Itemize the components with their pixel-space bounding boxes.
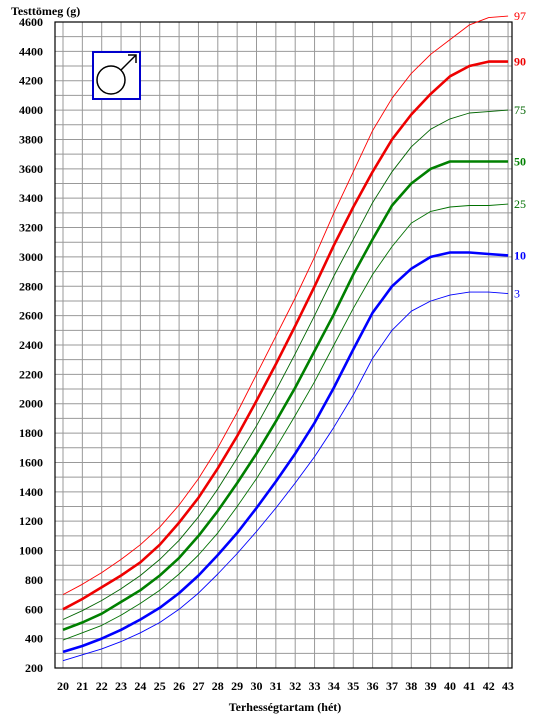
- x-tick-label: 41: [463, 679, 475, 693]
- x-axis-title: Terhességtartam (hét): [229, 700, 342, 714]
- x-tick-label: 39: [425, 679, 437, 693]
- x-tick-label: 34: [328, 679, 340, 693]
- series-line-p90: [62, 60, 509, 611]
- y-tick-label: 2400: [19, 338, 43, 352]
- x-tick-label: 42: [483, 679, 495, 693]
- x-tick-label: 23: [115, 679, 127, 693]
- x-tick-label: 38: [405, 679, 417, 693]
- y-tick-label: 2600: [19, 309, 43, 323]
- y-tick-label: 400: [25, 632, 43, 646]
- x-tick-label: 26: [173, 679, 185, 693]
- x-tick-label: 32: [289, 679, 301, 693]
- x-tick-label: 21: [76, 679, 88, 693]
- series-line-p25: [62, 203, 509, 641]
- series-label-p3: 3: [514, 287, 520, 301]
- y-tick-label: 1800: [19, 426, 43, 440]
- series-label-p50: 50: [514, 154, 526, 168]
- x-tick-label: 37: [386, 679, 398, 693]
- male-icon-arrow-shaft: [120, 54, 137, 71]
- y-tick-label: 4000: [19, 103, 43, 117]
- y-tick-label: 4200: [19, 74, 43, 88]
- plot-border: [54, 21, 513, 669]
- y-axis-title: Testtömeg (g): [11, 4, 80, 18]
- y-tick-label: 3800: [19, 132, 43, 146]
- y-tick-label: 2000: [19, 397, 43, 411]
- male-icon-arrow-head: [128, 54, 137, 63]
- y-tick-label: 3000: [19, 250, 43, 264]
- y-tick-label: 1600: [19, 455, 43, 469]
- y-tick-label: 1000: [19, 544, 43, 558]
- x-tick-label: 40: [444, 679, 456, 693]
- x-tick-label: 27: [192, 679, 204, 693]
- x-tick-label: 28: [212, 679, 224, 693]
- series-label-p97: 97: [514, 9, 526, 23]
- y-tick-label: 600: [25, 602, 43, 616]
- male-symbol-icon: [92, 51, 141, 100]
- x-tick-label: 33: [309, 679, 321, 693]
- x-tick-label: 25: [154, 679, 166, 693]
- y-tick-label: 200: [25, 661, 43, 675]
- series-line-p10: [62, 251, 509, 654]
- x-tick-label: 22: [96, 679, 108, 693]
- x-tick-label: 24: [134, 679, 146, 693]
- y-tick-label: 1400: [19, 485, 43, 499]
- series-line-p3: [62, 291, 509, 662]
- y-tick-label: 2800: [19, 279, 43, 293]
- y-tick-label: 3400: [19, 191, 43, 205]
- series-label-p25: 25: [514, 197, 526, 211]
- series-line-p75: [62, 109, 509, 620]
- series-line-p50: [62, 160, 509, 632]
- x-tick-label: 31: [270, 679, 282, 693]
- y-tick-label: 3200: [19, 221, 43, 235]
- y-tick-label: 3600: [19, 162, 43, 176]
- male-icon-circle: [96, 65, 126, 95]
- axis-ticks: 200 400 600 800 1000 1200 1400 1600 1800 2000 2200…: [19, 15, 514, 693]
- percentile-labels: 97 90 75 50 25 10 3: [514, 9, 526, 300]
- y-tick-label: 4600: [19, 15, 43, 29]
- series-label-p75: 75: [514, 103, 526, 117]
- y-tick-label: 1200: [19, 514, 43, 528]
- x-tick-label: 29: [231, 679, 243, 693]
- x-tick-label: 30: [251, 679, 263, 693]
- x-tick-label: 20: [57, 679, 69, 693]
- x-tick-label: 43: [502, 679, 514, 693]
- series-lines: [62, 15, 509, 662]
- x-tick-label: 35: [347, 679, 359, 693]
- x-tick-label: 36: [367, 679, 379, 693]
- series-line-p97: [62, 15, 509, 595]
- y-tick-label: 2200: [19, 367, 43, 381]
- y-tick-label: 4400: [19, 44, 43, 58]
- grid: [55, 22, 512, 668]
- series-label-p90: 90: [514, 55, 526, 69]
- y-tick-label: 800: [25, 573, 43, 587]
- series-label-p10: 10: [514, 248, 526, 262]
